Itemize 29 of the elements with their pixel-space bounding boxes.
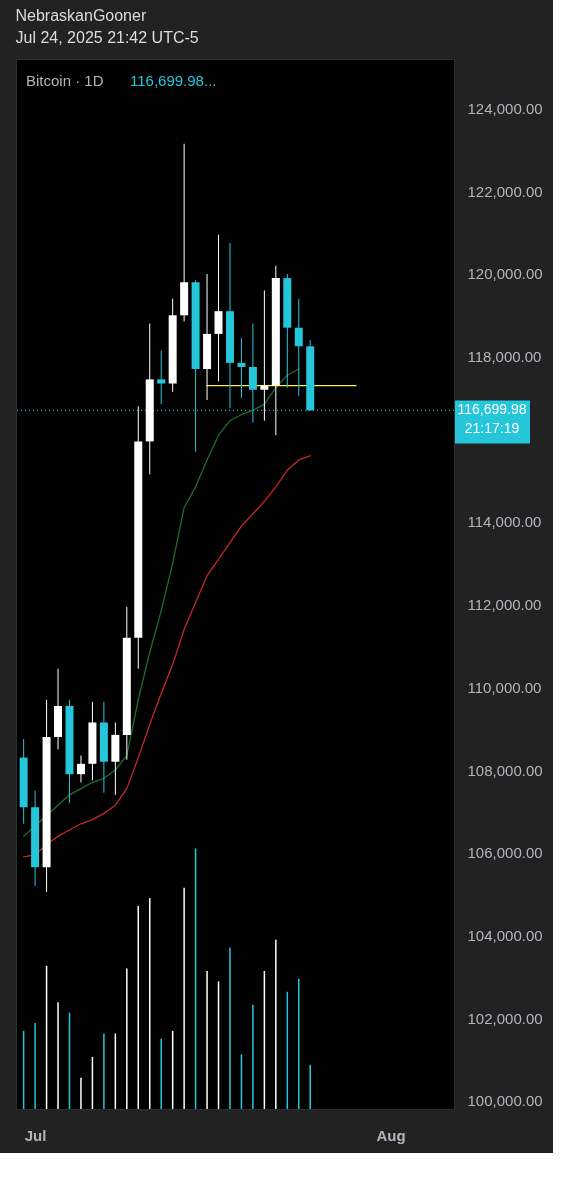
candlestick bbox=[248, 323, 257, 424]
y-tick-label: 120,000.00 bbox=[467, 265, 543, 283]
chart-title: NebraskanGooner bbox=[15, 7, 147, 24]
y-tick-label: 124,000.00 bbox=[467, 100, 543, 118]
y-tick-label: 122,000.00 bbox=[467, 182, 543, 200]
y-tick-label: 112,000.00 bbox=[467, 596, 542, 614]
y-tick-label: 108,000.00 bbox=[467, 761, 543, 779]
y-tick-label: 118,000.00 bbox=[467, 348, 542, 366]
y-tick-label: 110,000.00 bbox=[467, 678, 542, 696]
ref-line-label: 116,699.98 bbox=[457, 401, 527, 418]
candlestick bbox=[237, 337, 246, 399]
y-tick-label: 114,000.00 bbox=[467, 513, 542, 531]
y-tick-label: 100,000.00 bbox=[467, 1092, 543, 1110]
line-series bbox=[22, 455, 311, 858]
candlestick bbox=[157, 349, 166, 405]
line-series bbox=[22, 368, 300, 837]
candlestick bbox=[76, 755, 85, 783]
chart-subtitle: Jul 24, 2025 21:42 UTC-5 bbox=[15, 29, 199, 46]
candlestick bbox=[214, 234, 223, 382]
x-tick-label: Aug bbox=[376, 1126, 406, 1144]
y-tick-label: 106,000.00 bbox=[467, 844, 543, 862]
text: 21:17:19 bbox=[464, 420, 520, 437]
y-tick-label: 104,000.00 bbox=[467, 926, 543, 944]
annotation: 116,699.98... bbox=[130, 72, 217, 89]
y-tick-label: 102,000.00 bbox=[467, 1009, 543, 1027]
x-tick-label: Jul bbox=[24, 1126, 47, 1144]
candlestick bbox=[260, 290, 269, 422]
annotation: Bitcoin · 1D bbox=[26, 72, 104, 89]
candlestick bbox=[294, 298, 303, 397]
